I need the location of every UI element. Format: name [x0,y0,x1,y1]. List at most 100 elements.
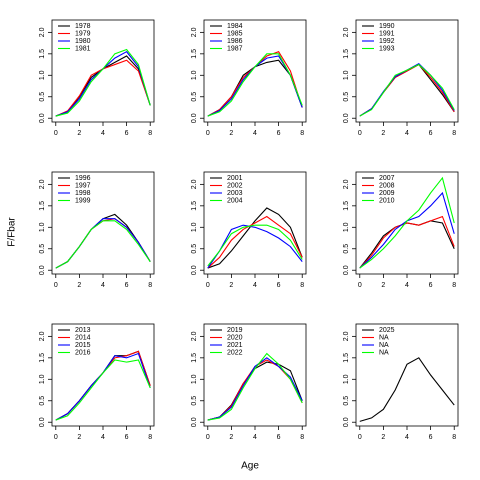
y-tick-label: 2.0 [39,27,46,37]
legend-label: 2020 [227,334,243,341]
series-line [359,63,455,117]
legend-label: 2010 [379,197,395,204]
legend-label: 1998 [75,190,91,197]
y-tick-label: 0.5 [39,396,46,406]
legend-label: 2025 [379,327,395,334]
y-tick-label: 1.0 [39,374,46,384]
x-axis-label: Age [241,461,259,472]
y-tick-label: 0.0 [191,113,198,123]
series-line [359,357,455,422]
y-tick-label: 1.0 [343,374,350,384]
x-tick-label: 2 [77,282,81,289]
legend-label: 2014 [75,334,91,341]
y-tick-label: 0.5 [343,244,350,254]
legend-label: 2021 [227,342,243,349]
x-tick-label: 4 [405,282,409,289]
legend-label: 2015 [75,342,91,349]
y-tick-label: 0.0 [343,265,350,275]
x-tick-label: 0 [54,130,58,137]
x-tick-label: 2 [77,130,81,137]
x-tick-label: 0 [206,434,210,441]
legend-label: 1999 [75,197,91,204]
y-tick-label: 2.0 [39,179,46,189]
y-tick-label: 1.0 [39,222,46,232]
y-tick-label: 1.5 [39,353,46,363]
x-tick-label: 0 [206,130,210,137]
legend-label: 1990 [379,23,395,30]
y-tick-label: 0.0 [39,113,46,123]
x-tick-label: 6 [429,282,433,289]
x-tick-label: 8 [148,434,152,441]
y-tick-label: 0.5 [343,92,350,102]
legend-label: 2009 [379,190,395,197]
y-tick-label: 0.0 [191,417,198,427]
legend-label: 2022 [227,349,243,356]
legend-label: 2003 [227,190,243,197]
y-tick-label: 1.0 [191,222,198,232]
x-tick-label: 2 [381,130,385,137]
x-tick-label: 8 [148,282,152,289]
x-tick-label: 6 [429,130,433,137]
y-tick-label: 0.5 [39,244,46,254]
series-line [207,207,303,269]
legend-label: 1980 [75,38,91,45]
legend-label: 1981 [75,45,91,52]
x-tick-label: 0 [358,282,362,289]
series-line [207,352,303,421]
legend-label: 2007 [379,175,395,182]
y-tick-label: 0.5 [191,92,198,102]
y-tick-label: 1.5 [39,201,46,211]
x-tick-label: 4 [101,434,105,441]
x-tick-label: 2 [229,434,233,441]
y-tick-label: 1.0 [39,70,46,80]
x-tick-label: 2 [229,130,233,137]
x-tick-label: 4 [253,434,257,441]
y-tick-label: 1.5 [343,49,350,59]
y-tick-label: 0.0 [191,265,198,275]
x-tick-label: 0 [54,282,58,289]
y-tick-label: 2.0 [343,331,350,341]
x-tick-label: 8 [452,282,456,289]
x-tick-label: 4 [101,282,105,289]
series-line [55,220,151,269]
series-line [207,224,303,267]
x-tick-label: 8 [452,130,456,137]
x-tick-label: 8 [300,434,304,441]
y-tick-label: 2.0 [343,179,350,189]
x-tick-label: 6 [125,130,129,137]
x-tick-label: 0 [206,282,210,289]
legend-label: 2019 [227,327,243,334]
x-tick-label: 0 [358,434,362,441]
legend-label: NA [379,334,389,341]
legend-label: 2008 [379,182,395,189]
x-tick-label: 8 [148,130,152,137]
series-line [207,224,303,269]
y-tick-label: 2.0 [191,331,198,341]
y-tick-label: 0.0 [343,113,350,123]
y-tick-label: 0.5 [343,396,350,406]
x-tick-label: 8 [452,434,456,441]
series-line [55,48,151,117]
legend-label: 2016 [75,349,91,356]
x-tick-label: 6 [277,282,281,289]
legend-label: NA [379,349,389,356]
x-tick-label: 8 [300,282,304,289]
legend-label: 1987 [227,45,243,52]
y-tick-label: 1.0 [191,374,198,384]
legend-label: 1993 [379,45,395,52]
y-tick-label: 0.0 [39,417,46,427]
x-tick-label: 2 [229,282,233,289]
y-tick-label: 2.0 [191,179,198,189]
legend-label: 1984 [227,23,243,30]
y-tick-label: 1.0 [343,222,350,232]
series-line [55,359,151,421]
legend-label: 1991 [379,30,395,37]
legend-label: 1992 [379,38,395,45]
x-tick-label: 2 [381,434,385,441]
y-tick-label: 1.5 [343,353,350,363]
series-line [359,215,455,269]
legend-label: 1985 [227,30,243,37]
y-tick-label: 2.0 [191,27,198,37]
legend-label: 2004 [227,197,243,204]
